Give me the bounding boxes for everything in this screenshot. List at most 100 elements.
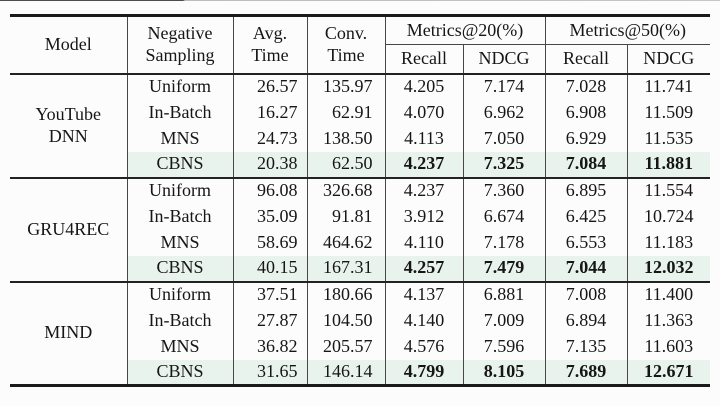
ndcg20-cell: 7.174 (462, 72, 546, 100)
avg-time-cell: 96.08 (232, 176, 307, 204)
recall50-cell: 6.908 (544, 99, 628, 126)
conv-time-cell: 104.50 (306, 307, 385, 334)
recall50-cell: 6.425 (544, 203, 628, 230)
column-header-metrics-50: Metrics@50(%) (544, 15, 711, 45)
table-row: MIND Uniform 37.51 180.66 4.137 6.881 7.… (10, 280, 711, 386)
table-header: Model Negative Sampling Avg. Time Conv. … (10, 15, 711, 74)
recall20-cell: 4.137 (384, 280, 463, 308)
table-row: In-Batch 35.09 91.81 3.912 6.674 6.425 1… (10, 203, 711, 230)
table-row: MNS 58.69 464.62 4.110 7.178 6.553 11.18… (10, 229, 711, 256)
avg-time-cell: 27.87 (232, 307, 307, 334)
sampling-cell: MNS (126, 333, 233, 360)
sampling-cell: Uniform (126, 176, 233, 204)
sampling-cell: In-Batch (126, 99, 233, 126)
recall20-cell: 4.205 (384, 72, 463, 100)
avg-time-cell: 16.27 (232, 99, 307, 126)
ndcg20-cell: 6.962 (462, 99, 546, 126)
recall20-cell: 4.576 (384, 333, 463, 360)
conv-time-cell: 146.14 (306, 359, 385, 386)
conv-time-cell: 62.50 (306, 151, 385, 178)
ndcg50-cell: 11.535 (626, 125, 711, 152)
recall50-cell: 7.689 (544, 359, 628, 386)
conv-time-cell: 180.66 (306, 280, 385, 308)
ndcg20-cell: 7.009 (462, 307, 546, 334)
sampling-cell: In-Batch (126, 203, 233, 230)
header-row-2: Recall NDCG Recall NDCG (10, 44, 711, 74)
sampling-cell: CBNS (126, 255, 233, 282)
table-row: MNS 36.82 205.57 4.576 7.596 7.135 11.60… (10, 333, 711, 360)
sampling-cell: In-Batch (126, 307, 233, 334)
avg-time-cell: 37.51 (232, 280, 307, 308)
recall50-cell: 7.008 (544, 280, 628, 308)
recall20-cell: 4.799 (384, 359, 463, 386)
sampling-cell: MNS (126, 125, 233, 152)
avg-time-cell: 40.15 (232, 255, 307, 282)
ndcg20-cell: 7.479 (462, 255, 546, 282)
table-row: MNS 24.73 138.50 4.113 7.050 6.929 11.53… (10, 125, 711, 152)
ndcg20-cell: 6.881 (462, 280, 546, 308)
ndcg50-cell: 11.741 (626, 72, 711, 100)
table-row: In-Batch 27.87 104.50 4.140 7.009 6.894 … (10, 307, 711, 334)
recall50-cell: 6.553 (544, 229, 628, 256)
model-group-mind: MIND Uniform 37.51 180.66 4.137 6.881 7.… (10, 280, 711, 386)
sampling-cell: CBNS (126, 359, 233, 386)
column-header-recall-20: Recall (384, 44, 463, 74)
table-row: In-Batch 16.27 62.91 4.070 6.962 6.908 1… (10, 99, 711, 126)
table-row: YouTube DNN Uniform 26.57 135.97 4.205 7… (10, 72, 711, 178)
conv-time-cell: 205.57 (306, 333, 385, 360)
ndcg20-cell: 7.050 (462, 125, 546, 152)
avg-time-cell: 36.82 (232, 333, 307, 360)
ndcg50-cell: 11.509 (626, 99, 711, 126)
conv-time-cell: 62.91 (306, 99, 385, 126)
ndcg50-cell: 11.363 (626, 307, 711, 334)
sampling-cell: Uniform (126, 280, 233, 308)
column-header-model: Model (44, 33, 92, 54)
avg-time-cell: 35.09 (232, 203, 307, 230)
table-row: GRU4REC Uniform 96.08 326.68 4.237 7.360… (10, 176, 711, 282)
conv-time-cell: 135.97 (306, 72, 385, 100)
ndcg50-cell: 11.183 (626, 229, 711, 256)
recall50-cell: 7.084 (544, 151, 628, 178)
ndcg50-cell: 12.032 (626, 255, 711, 282)
recall20-cell: 4.113 (384, 125, 463, 152)
recall20-cell: 4.070 (384, 99, 463, 126)
recall20-cell: 4.140 (384, 307, 463, 334)
ndcg20-cell: 7.596 (462, 333, 546, 360)
column-header-conv-time: Conv. Time (306, 15, 385, 74)
ndcg50-cell: 11.881 (626, 151, 711, 178)
ndcg20-cell: 6.674 (462, 203, 546, 230)
ndcg50-cell: 12.671 (626, 359, 711, 386)
recall50-cell: 6.894 (544, 307, 628, 334)
sampling-cell: CBNS (126, 151, 233, 178)
header-row-1: Model Negative Sampling Avg. Time Conv. … (10, 15, 711, 74)
conv-time-cell: 167.31 (306, 255, 385, 282)
column-header-metrics-20: Metrics@20(%) (384, 15, 546, 45)
recall50-cell: 6.895 (544, 176, 628, 204)
conv-time-cell: 464.62 (306, 229, 385, 256)
avg-time-cell: 20.38 (232, 151, 307, 178)
avg-time-cell: 26.57 (232, 72, 307, 100)
recall20-cell: 3.912 (384, 203, 463, 230)
avg-time-cell: 58.69 (232, 229, 307, 256)
table-row-highlighted: CBNS 31.65 146.14 4.799 8.105 7.689 12.6… (10, 359, 711, 386)
model-group-gru4rec: GRU4REC Uniform 96.08 326.68 4.237 7.360… (10, 176, 711, 282)
model-cell: YouTube DNN (10, 72, 127, 178)
ndcg20-cell: 7.325 (462, 151, 546, 178)
recall20-cell: 4.237 (384, 151, 463, 178)
ndcg20-cell: 8.105 (462, 359, 546, 386)
ndcg20-cell: 7.360 (462, 176, 546, 204)
recall20-cell: 4.237 (384, 176, 463, 204)
results-table: Model Negative Sampling Avg. Time Conv. … (10, 14, 711, 387)
sampling-cell: Uniform (126, 72, 233, 100)
table-row-highlighted: CBNS 20.38 62.50 4.237 7.325 7.084 11.88… (10, 151, 711, 178)
ndcg50-cell: 11.554 (626, 176, 711, 204)
recall50-cell: 7.028 (544, 72, 628, 100)
column-header-ndcg-20: NDCG (462, 44, 546, 74)
model-cell: GRU4REC (10, 176, 127, 282)
column-header-ndcg-50: NDCG (626, 44, 711, 74)
ndcg50-cell: 11.400 (626, 280, 711, 308)
column-header-negative-sampling: Negative Sampling (126, 15, 233, 74)
recall50-cell: 7.135 (544, 333, 628, 360)
recall20-cell: 4.110 (384, 229, 463, 256)
conv-time-cell: 138.50 (306, 125, 385, 152)
